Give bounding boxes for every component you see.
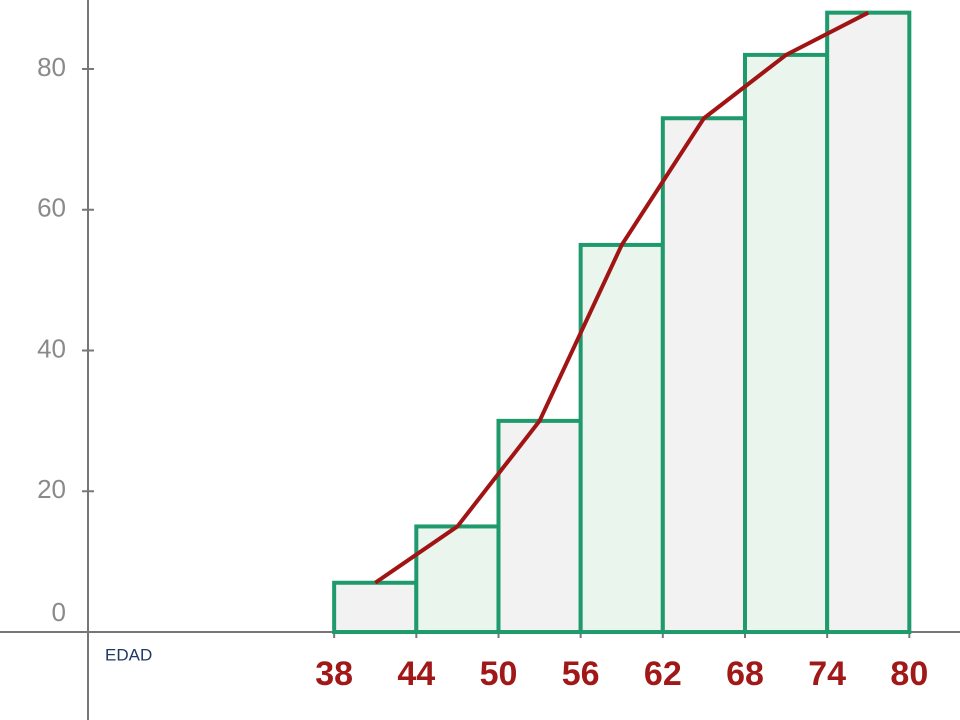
y-tick-label: 80 <box>37 52 66 82</box>
x-tick-label: 56 <box>562 655 600 693</box>
y-tick-label: 60 <box>37 193 66 223</box>
bar <box>332 580 419 635</box>
x-tick-label: 44 <box>397 655 435 693</box>
x-tick-label: 50 <box>480 655 518 693</box>
y-tick-label: 40 <box>37 333 66 363</box>
bar <box>742 52 830 635</box>
y-tick-label: 20 <box>37 474 66 504</box>
x-tick-label: 80 <box>890 655 928 693</box>
x-tick-label: 62 <box>644 655 682 693</box>
bar <box>825 10 912 635</box>
x-tick-label: 68 <box>726 655 764 693</box>
bar <box>414 524 501 635</box>
cumulative-line <box>374 10 870 585</box>
y-tick-label: 0 <box>52 597 66 627</box>
bar <box>496 418 583 635</box>
x-tick-label: 74 <box>808 655 846 693</box>
x-axis-label: EDAD <box>105 645 152 664</box>
bar <box>660 116 747 635</box>
x-tick-label: 38 <box>315 655 353 693</box>
